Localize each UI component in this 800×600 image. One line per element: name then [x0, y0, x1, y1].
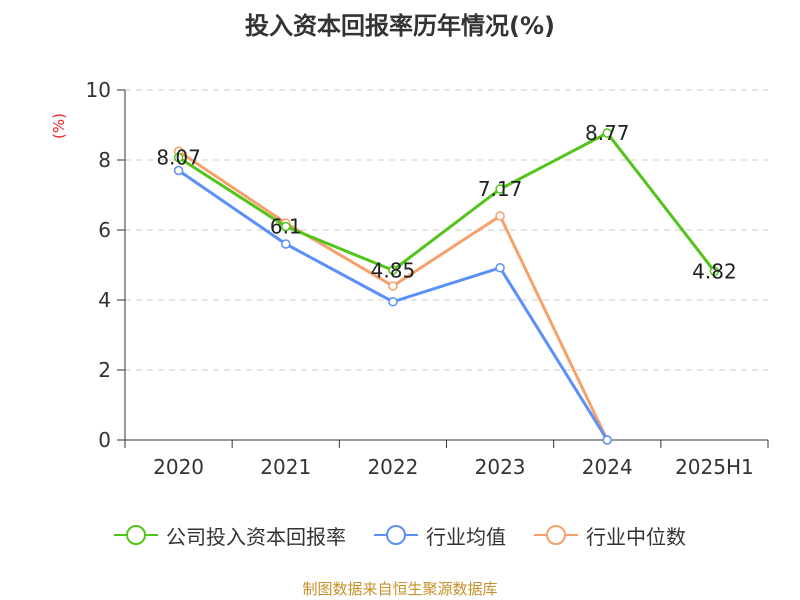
data-point: [281, 221, 291, 232]
data-label: 7.17: [478, 177, 523, 201]
legend-item[interactable]: 行业均值: [374, 521, 506, 550]
data-point: [281, 239, 291, 249]
data-point: [709, 266, 720, 277]
data-label: 4.82: [692, 259, 737, 283]
legend-label: 行业均值: [426, 524, 506, 549]
y-tick-label: 2: [98, 358, 111, 382]
y-tick-label: 0: [98, 428, 111, 452]
data-label: 4.85: [371, 258, 416, 282]
legend-item[interactable]: 行业中位数: [534, 521, 686, 550]
data-point: [173, 152, 184, 163]
data-label: 8.07: [156, 146, 201, 170]
data-point: [495, 263, 505, 273]
data-point: [388, 265, 398, 275]
legend-circle: [546, 525, 566, 545]
y-axis-label: (%): [50, 113, 68, 139]
legend-marker-icon: [374, 525, 418, 545]
data-point: [602, 128, 612, 138]
legend-circle: [386, 525, 406, 545]
data-point: [388, 281, 398, 291]
series-line: [177, 131, 716, 273]
data-point: [173, 165, 184, 176]
x-tick-label: 2024: [582, 455, 633, 479]
y-tick-label: 10: [86, 78, 111, 102]
data-point: [495, 184, 505, 194]
legend-marker-icon: [534, 525, 578, 545]
legend-circle: [126, 525, 146, 545]
x-tick-label: 2025H1: [675, 455, 754, 479]
data-point: [388, 297, 398, 307]
data-point: [602, 435, 612, 445]
data-point: [495, 211, 505, 221]
x-tick-label: 2020: [153, 455, 204, 479]
source-note: 制图数据来自恒生聚源数据库: [302, 580, 498, 598]
legend: 公司投入资本回报率 行业均值 行业中位数: [0, 520, 800, 550]
series-line: [177, 150, 609, 441]
legend-label: 行业中位数: [586, 524, 686, 549]
x-tick-label: 2021: [260, 455, 311, 479]
x-tick-label: 2022: [367, 455, 418, 479]
chart-title: 投入资本回报率历年情况(%): [245, 12, 555, 40]
legend-item[interactable]: 公司投入资本回报率: [114, 521, 346, 550]
y-tick-label: 8: [98, 148, 111, 172]
data-label: 8.77: [585, 121, 630, 145]
axis-layer: 0 2 4 6 8 10 (%) 2020 2021 2022 2023 2024 2025H1: [50, 78, 769, 479]
y-tick-label: 6: [98, 218, 111, 242]
legend-label: 公司投入资本回报率: [166, 524, 346, 549]
series-layer: [173, 128, 720, 445]
label-layer: 8.07 6.1 4.85 7.17 8.77 4.82: [156, 121, 736, 283]
y-tick-label: 4: [98, 288, 111, 312]
legend-marker-icon: [114, 525, 158, 545]
data-label: 6.1: [270, 215, 302, 239]
x-tick-label: 2023: [475, 455, 526, 479]
